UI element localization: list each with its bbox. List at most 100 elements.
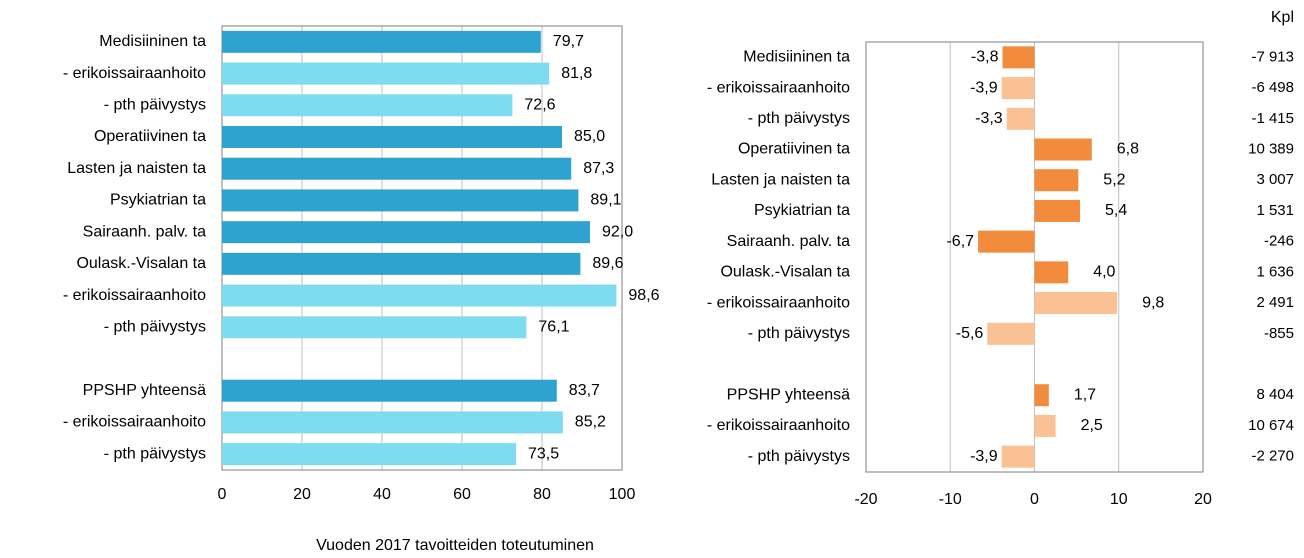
value-label: 5,2: [1103, 171, 1125, 188]
x-tick-label: 40: [373, 486, 391, 503]
column-value: 10 389: [1248, 140, 1294, 157]
bar: [222, 284, 617, 307]
value-label: 6,8: [1117, 141, 1139, 158]
value-label: 1,7: [1074, 386, 1096, 403]
category-label: - pth päivystys: [104, 319, 206, 336]
category-label: - pth päivystys: [748, 325, 850, 342]
category-label: PPSHP yhteensä: [727, 386, 850, 403]
bar: [1006, 107, 1035, 130]
category-label: - erikoissairaanhoito: [63, 414, 206, 431]
bar: [987, 322, 1035, 345]
category-label: Operatiivinen ta: [738, 141, 850, 158]
category-label: PPSHP yhteensä: [83, 382, 206, 399]
value-label: 98,6: [628, 287, 659, 304]
x-tick-label: 20: [293, 486, 311, 503]
column-value: 1 531: [1256, 202, 1294, 219]
value-label: 2,5: [1081, 417, 1103, 434]
value-label: -3,3: [975, 110, 1003, 127]
bar: [222, 126, 562, 148]
category-label: Operatiivinen ta: [94, 128, 206, 145]
value-label: 73,5: [528, 445, 559, 462]
bar: [222, 411, 563, 434]
category-label: - erikoissairaanhoito: [63, 287, 206, 304]
category-label: Sairaanh. palv. ta: [83, 223, 206, 240]
bar: [222, 62, 550, 85]
column-value: -2 270: [1251, 448, 1294, 465]
category-label: Psykiatrian ta: [110, 192, 206, 209]
x-tick-label: 60: [453, 486, 471, 503]
value-label: 79,7: [553, 33, 584, 50]
column-value: -246: [1264, 233, 1294, 250]
bar: [222, 94, 513, 117]
x-tick-label: 80: [533, 486, 551, 503]
x-tick-label: 10: [1110, 491, 1128, 508]
x-tick-label: 20: [1194, 491, 1212, 508]
bar: [222, 30, 541, 53]
category-label: - pth päivystys: [104, 445, 206, 462]
column-value: 2 491: [1256, 294, 1294, 311]
value-label: 76,1: [538, 319, 569, 336]
value-label: 87,3: [583, 160, 614, 177]
column-title: Kpl: [1271, 9, 1294, 26]
bar: [1034, 384, 1049, 407]
category-label: Oulask.-Visalan ta: [720, 264, 850, 281]
value-label: -5,6: [956, 325, 984, 342]
bar: [978, 230, 1035, 253]
bar: [222, 252, 581, 275]
bar: [222, 443, 516, 466]
value-label: 81,8: [561, 65, 592, 82]
category-label: Psykiatrian ta: [754, 202, 850, 219]
bar: [222, 157, 572, 180]
value-label: 89,6: [592, 255, 623, 272]
column-value: -6 498: [1251, 79, 1294, 96]
value-label: -3,8: [971, 49, 999, 66]
bar: [222, 189, 579, 212]
category-label: - erikoissairaanhoito: [707, 294, 850, 311]
column-value: 10 674: [1248, 417, 1294, 434]
bar: [1034, 138, 1092, 161]
value-label: -6,7: [946, 233, 974, 250]
category-label: Oulask.-Visalan ta: [76, 255, 206, 272]
column-value: -855: [1264, 325, 1294, 342]
value-label: 89,1: [590, 192, 621, 209]
bar: [1002, 46, 1035, 69]
category-label: Sairaanh. palv. ta: [727, 233, 850, 250]
value-label: -3,9: [970, 79, 998, 96]
x-tick-label: 100: [609, 486, 636, 503]
value-label: 83,7: [569, 382, 600, 399]
bar: [222, 221, 590, 244]
category-label: Lasten ja naisten ta: [67, 160, 206, 177]
bar: [1001, 445, 1035, 468]
column-value: 3 007: [1256, 171, 1294, 188]
bar: [222, 316, 527, 339]
bar: [222, 379, 557, 402]
column-value: -7 913: [1251, 48, 1294, 65]
plot-frame: [221, 25, 623, 471]
value-label: 72,6: [524, 97, 555, 114]
x-tick-label: 0: [218, 486, 227, 503]
category-label: - pth päivystys: [104, 97, 206, 114]
bar: [1034, 169, 1079, 192]
category-label: Medisiininen ta: [99, 33, 206, 50]
chart-title: Vuoden 2017 tavoitteiden toteutuminen: [316, 537, 594, 554]
value-label: 9,8: [1142, 294, 1164, 311]
bar: [1034, 292, 1118, 315]
column-value: 1 636: [1256, 263, 1294, 280]
value-label: -3,9: [970, 448, 998, 465]
bar: [1034, 199, 1080, 222]
category-label: Lasten ja naisten ta: [711, 171, 850, 188]
bar: [1001, 77, 1035, 100]
category-label: - erikoissairaanhoito: [707, 79, 850, 96]
x-tick-label: 0: [1030, 491, 1039, 508]
bar: [1034, 414, 1056, 437]
category-label: - pth päivystys: [748, 448, 850, 465]
category-label: Medisiininen ta: [743, 49, 850, 66]
plot-frame: [865, 41, 1204, 473]
x-tick-label: -10: [939, 491, 962, 508]
category-label: - erikoissairaanhoito: [707, 417, 850, 434]
category-label: - erikoissairaanhoito: [63, 65, 206, 82]
bar: [1034, 261, 1069, 284]
value-label: 5,4: [1105, 202, 1127, 219]
x-tick-label: -20: [854, 491, 877, 508]
